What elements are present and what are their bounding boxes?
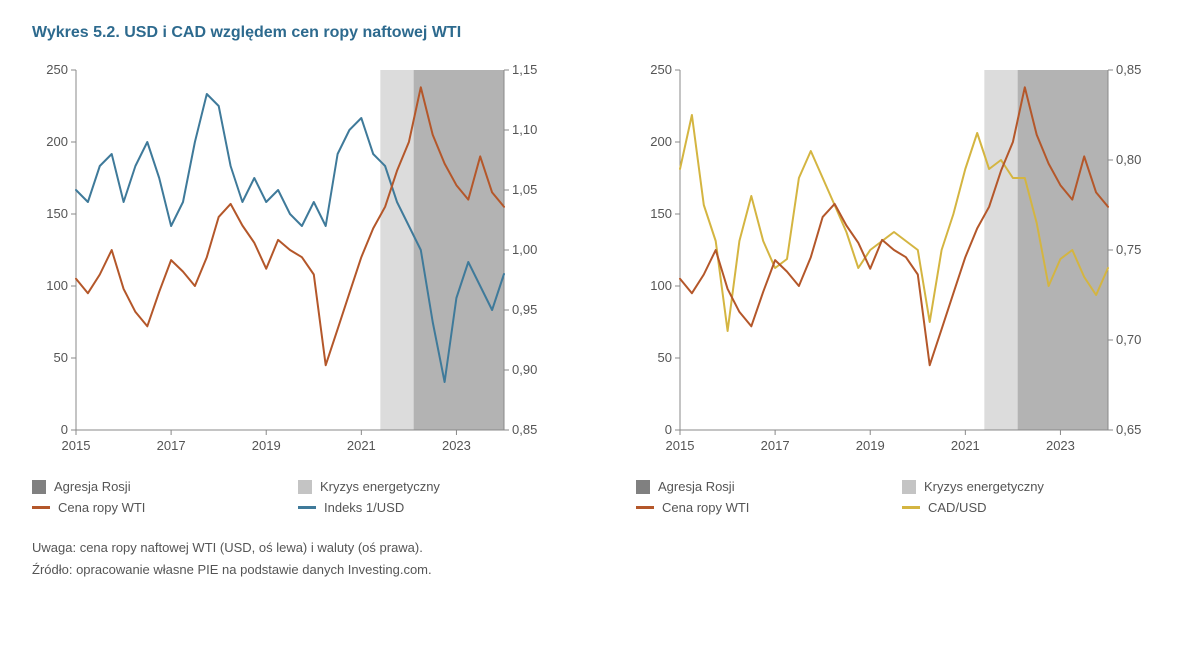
legend-label: Agresja Rosji <box>658 479 735 494</box>
note-line: Źródło: opracowanie własne PIE na podsta… <box>32 559 1168 581</box>
svg-text:200: 200 <box>46 134 68 149</box>
ropy-swatch <box>32 506 50 509</box>
legend-item-agresja: Agresja Rosji <box>32 479 298 494</box>
svg-text:100: 100 <box>650 278 672 293</box>
svg-text:0,80: 0,80 <box>1116 152 1141 167</box>
svg-text:50: 50 <box>54 350 68 365</box>
usd-swatch <box>298 506 316 509</box>
agresja-swatch <box>32 480 46 494</box>
svg-text:2015: 2015 <box>62 438 91 453</box>
svg-text:50: 50 <box>658 350 672 365</box>
legend-label: Kryzys energetyczny <box>320 479 440 494</box>
legend-item-usd: Indeks 1/USD <box>298 500 564 515</box>
ropy-swatch <box>636 506 654 509</box>
left-chart-svg: 0 50 100 150 200 250 0,85 0,90 0,95 1,00 1,05 1,10 1… <box>32 60 552 460</box>
svg-text:1,00: 1,00 <box>512 242 537 257</box>
legend-item-kryzys: Kryzys energetyczny <box>298 479 564 494</box>
note-line: Uwaga: cena ropy naftowej WTI (USD, oś l… <box>32 537 1168 559</box>
svg-text:2015: 2015 <box>666 438 695 453</box>
legend-item-kryzys: Kryzys energetyczny <box>902 479 1168 494</box>
svg-text:250: 250 <box>650 62 672 77</box>
kryzys-swatch <box>298 480 312 494</box>
legend-label: Indeks 1/USD <box>324 500 404 515</box>
legend-label: Cena ropy WTI <box>58 500 145 515</box>
legend-label: CAD/USD <box>928 500 987 515</box>
svg-text:0,85: 0,85 <box>512 422 537 437</box>
legend-label: Cena ropy WTI <box>662 500 749 515</box>
chart-title: Wykres 5.2. USD i CAD względem cen ropy … <box>32 24 1168 42</box>
right-legend: Agresja Rosji Kryzys energetyczny Cena r… <box>636 479 1168 515</box>
cad-swatch <box>902 506 920 509</box>
svg-text:2023: 2023 <box>442 438 471 453</box>
svg-text:2023: 2023 <box>1046 438 1075 453</box>
svg-text:150: 150 <box>46 206 68 221</box>
agresja-swatch <box>636 480 650 494</box>
left-legend: Agresja Rosji Kryzys energetyczny Cena r… <box>32 479 564 515</box>
right-chart-wrap: 0 50 100 150 200 250 0,65 0,70 0,75 0,80 0,85 2015 2… <box>636 60 1168 515</box>
svg-text:0,75: 0,75 <box>1116 242 1141 257</box>
svg-text:200: 200 <box>650 134 672 149</box>
legend-item-cad: CAD/USD <box>902 500 1168 515</box>
svg-text:100: 100 <box>46 278 68 293</box>
svg-text:1,15: 1,15 <box>512 62 537 77</box>
svg-text:2019: 2019 <box>856 438 885 453</box>
svg-text:2017: 2017 <box>761 438 790 453</box>
svg-text:0,95: 0,95 <box>512 302 537 317</box>
svg-text:2017: 2017 <box>157 438 186 453</box>
svg-text:2021: 2021 <box>951 438 980 453</box>
svg-text:0: 0 <box>61 422 68 437</box>
charts-row: 0 50 100 150 200 250 0,85 0,90 0,95 1,00 1,05 1,10 1… <box>32 60 1168 515</box>
svg-text:0,85: 0,85 <box>1116 62 1141 77</box>
svg-text:0,65: 0,65 <box>1116 422 1141 437</box>
svg-text:1,05: 1,05 <box>512 182 537 197</box>
svg-text:0: 0 <box>665 422 672 437</box>
legend-item-agresja: Agresja Rosji <box>636 479 902 494</box>
right-chart-svg: 0 50 100 150 200 250 0,65 0,70 0,75 0,80 0,85 2015 2… <box>636 60 1156 460</box>
legend-label: Kryzys energetyczny <box>924 479 1044 494</box>
svg-text:0,90: 0,90 <box>512 362 537 377</box>
svg-text:150: 150 <box>650 206 672 221</box>
kryzys-swatch <box>902 480 916 494</box>
legend-label: Agresja Rosji <box>54 479 131 494</box>
legend-item-ropy: Cena ropy WTI <box>636 500 902 515</box>
svg-text:0,70: 0,70 <box>1116 332 1141 347</box>
left-chart-wrap: 0 50 100 150 200 250 0,85 0,90 0,95 1,00 1,05 1,10 1… <box>32 60 564 515</box>
svg-text:2019: 2019 <box>252 438 281 453</box>
chart-notes: Uwaga: cena ropy naftowej WTI (USD, oś l… <box>32 537 1168 581</box>
legend-item-ropy: Cena ropy WTI <box>32 500 298 515</box>
svg-text:250: 250 <box>46 62 68 77</box>
svg-text:1,10: 1,10 <box>512 122 537 137</box>
svg-text:2021: 2021 <box>347 438 376 453</box>
